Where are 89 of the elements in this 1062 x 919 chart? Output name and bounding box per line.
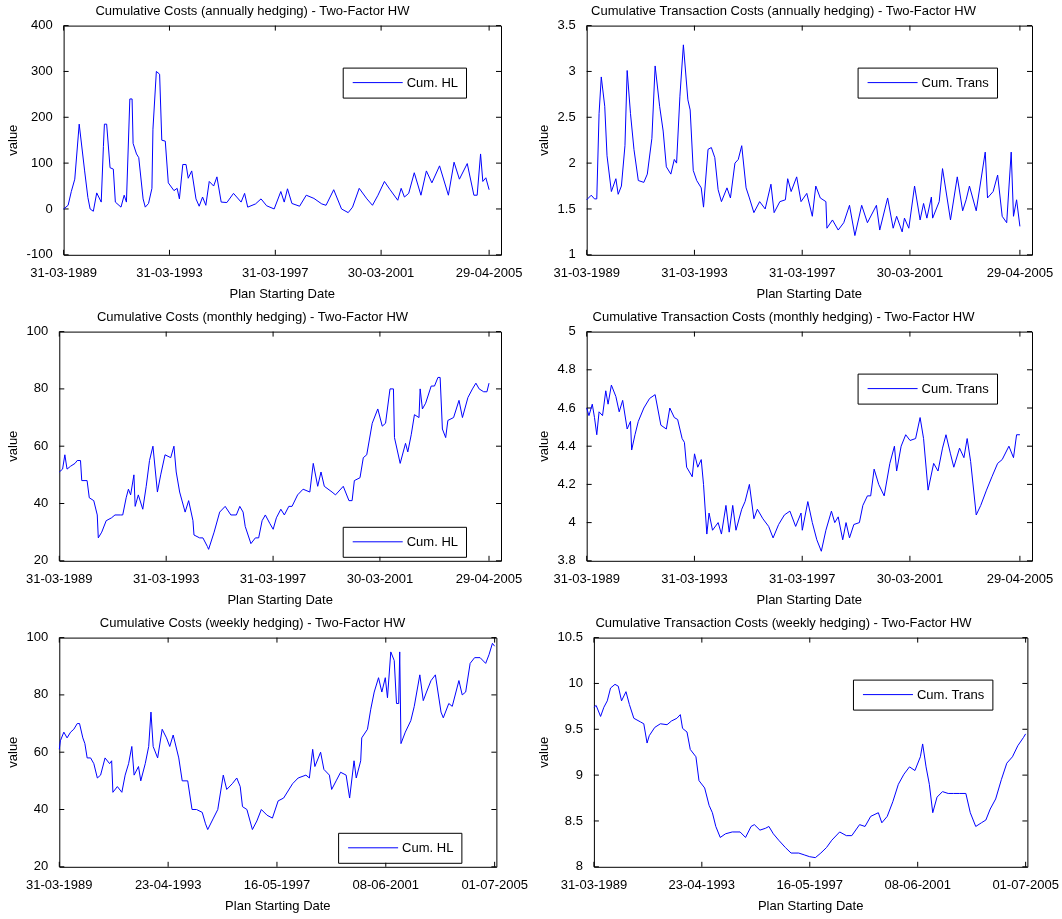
x-axis-title: Plan Starting Date (227, 591, 333, 607)
y-tick-label: 60 (33, 743, 49, 759)
y-axis-title: value (5, 430, 21, 462)
y-tick-label: 80 (33, 686, 49, 702)
legend-label: Cum. Trans (921, 75, 990, 91)
y-tick-label: 9.5 (564, 720, 583, 736)
x-tick-label: 29-04-2005 (986, 265, 1054, 281)
y-tick-label: 300 (30, 63, 53, 79)
y-axis-title: value (5, 736, 21, 768)
y-tick-label: 4.2 (557, 475, 576, 491)
legend-label: Cum. HL (406, 534, 459, 550)
x-tick-label: 30-03-2001 (876, 265, 944, 281)
legend-label: Cum. HL (402, 840, 454, 856)
y-tick-label: 4.6 (557, 399, 576, 415)
y-tick-label: 3.5 (557, 17, 576, 33)
y-tick-label: 100 (26, 323, 49, 339)
y-tick-label: 9 (575, 766, 583, 782)
chart-title: Cumulative Costs (weekly hedging) - Two-Factor HW (99, 615, 406, 631)
x-tick-label: 31-03-1989 (560, 877, 628, 893)
y-axis-title: value (5, 124, 21, 156)
x-tick-label: 31-03-1993 (136, 265, 203, 281)
x-tick-label: 31-03-1997 (242, 265, 309, 281)
y-tick-label: 1 (568, 246, 576, 262)
x-tick-label: 16-05-1997 (776, 877, 844, 893)
y-tick-label: 60 (33, 437, 49, 453)
legend-label: Cum. Trans (921, 381, 990, 397)
x-tick-label: 31-03-1997 (768, 265, 836, 281)
y-axis-title: value (536, 736, 552, 768)
chart-title: Cumulative Costs (annually hedging) - Two-Factor HW (95, 3, 411, 19)
y-tick-label: 3 (568, 63, 576, 79)
x-tick-label: 29-04-2005 (986, 571, 1054, 587)
y-tick-label: 2.5 (557, 108, 576, 124)
y-axis-title: value (536, 430, 552, 462)
y-tick-label: 8.5 (564, 812, 583, 828)
y-tick-label: 200 (30, 108, 53, 124)
y-tick-label: 100 (26, 629, 49, 645)
x-axis-title: Plan Starting Date (756, 285, 863, 301)
y-tick-label: 10.5 (557, 629, 583, 645)
chart-title: Cumulative Transaction Costs (monthly hedging) - Two-Factor HW (592, 309, 976, 325)
x-axis-title: Plan Starting Date (229, 285, 336, 301)
y-tick-label: 40 (33, 495, 49, 511)
x-tick-label: 23-04-1993 (134, 877, 202, 893)
x-axis-title: Plan Starting Date (756, 591, 863, 607)
x-tick-label: 30-03-2001 (876, 571, 944, 587)
x-tick-label: 16-05-1997 (243, 877, 311, 893)
x-tick-label: 31-03-1989 (553, 571, 620, 587)
y-tick-label: 4 (568, 514, 576, 530)
x-axis-title: Plan Starting Date (757, 897, 864, 913)
y-tick-label: 80 (33, 380, 49, 396)
x-tick-label: 31-03-1993 (661, 571, 728, 587)
x-tick-label: 29-04-2005 (455, 571, 523, 587)
y-tick-label: 4.4 (557, 437, 576, 453)
x-tick-label: 31-03-1989 (553, 265, 620, 281)
y-tick-label: 0 (45, 200, 53, 216)
x-tick-label: 08-06-2001 (884, 877, 951, 893)
x-tick-label: 31-03-1993 (132, 571, 200, 587)
x-tick-label: 30-03-2001 (346, 571, 414, 587)
y-tick-label: 20 (33, 858, 49, 874)
x-tick-label: 31-03-1989 (30, 265, 97, 281)
x-tick-label: 31-03-1989 (26, 571, 93, 587)
legend-label: Cum. HL (406, 75, 459, 91)
y-tick-label: 3.8 (557, 552, 576, 568)
y-axis-title: value (536, 124, 552, 156)
y-tick-label: 1.5 (557, 200, 576, 216)
x-tick-label: 29-04-2005 (455, 265, 523, 281)
chart-title: Cumulative Costs (monthly hedging) - Two-Factor HW (96, 309, 409, 325)
x-tick-label: 08-06-2001 (352, 877, 420, 893)
y-tick-label: 100 (30, 154, 53, 170)
y-tick-label: -100 (26, 246, 53, 262)
y-tick-label: 8 (575, 858, 583, 874)
x-tick-label: 01-07-2005 (461, 877, 528, 893)
x-tick-label: 31-03-1997 (239, 571, 307, 587)
y-tick-label: 5 (568, 323, 576, 339)
x-axis-title: Plan Starting Date (225, 897, 331, 913)
x-tick-label: 31-03-1997 (768, 571, 836, 587)
chart-title: Cumulative Transaction Costs (annually hedging) - Two-Factor HW (591, 3, 977, 19)
x-tick-label: 31-03-1993 (661, 265, 728, 281)
y-tick-label: 10 (568, 675, 583, 691)
chart-title: Cumulative Transaction Costs (weekly hedging) - Two-Factor HW (595, 615, 973, 631)
legend-label: Cum. Trans (916, 687, 985, 703)
x-tick-label: 30-03-2001 (347, 265, 415, 281)
y-tick-label: 4.8 (557, 361, 576, 377)
x-tick-label: 31-03-1989 (26, 877, 93, 893)
x-tick-label: 23-04-1993 (668, 877, 736, 893)
y-tick-label: 40 (33, 801, 49, 817)
y-tick-label: 2 (568, 154, 576, 170)
y-tick-label: 20 (33, 552, 49, 568)
y-tick-label: 400 (30, 17, 53, 33)
x-tick-label: 01-07-2005 (992, 877, 1059, 893)
